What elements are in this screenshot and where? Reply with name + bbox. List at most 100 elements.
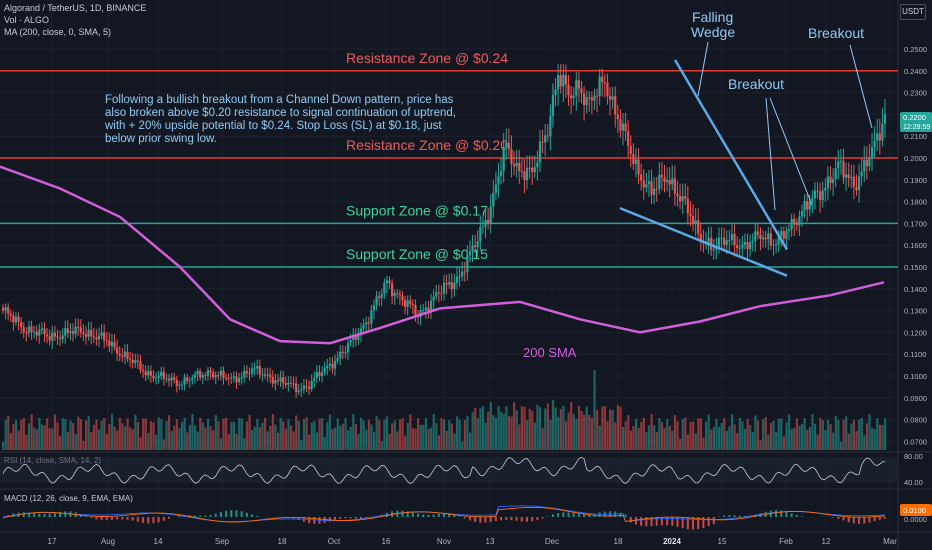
price-axis-label: 0.2500 [904, 45, 927, 54]
candle-body [219, 370, 223, 376]
volume-bar [463, 419, 466, 450]
candle-body [333, 360, 337, 369]
volume-bar [868, 414, 871, 450]
volume-bar [510, 416, 513, 450]
time-axis-label: Aug [101, 537, 115, 546]
candle-body [699, 233, 702, 241]
volume-legend[interactable]: Vol · ALGO [4, 15, 50, 25]
volume-bar [289, 425, 293, 450]
macd-histogram-bar [780, 510, 783, 517]
volume-bar [219, 438, 223, 450]
volume-bar [30, 414, 33, 450]
volume-bar [214, 414, 217, 450]
arrow-line [769, 97, 813, 206]
candle-body [502, 147, 505, 172]
candle-body [409, 300, 412, 305]
volume-bar [546, 403, 549, 450]
volume-bar [642, 417, 645, 450]
volume-bar [505, 406, 508, 450]
candle-body [292, 383, 295, 385]
macd-histogram-bar [110, 517, 113, 520]
candle-body [336, 357, 339, 361]
currency-button[interactable]: USDT [900, 4, 926, 20]
candle-body [391, 283, 394, 297]
volume-bar [240, 418, 243, 450]
volume-bar [609, 409, 612, 450]
macd-histogram-bar [417, 513, 420, 517]
macd-histogram-bar [577, 513, 580, 517]
candle-body [378, 296, 381, 298]
volume-bar [424, 418, 428, 450]
volume-bar [679, 439, 682, 450]
candle-body [761, 237, 765, 240]
candle-body [582, 93, 586, 106]
volume-bar [305, 417, 308, 450]
volume-bar [51, 428, 54, 450]
volume-bar [308, 434, 311, 450]
time-axis-label: 18 [614, 537, 623, 546]
macd-histogram-bar [162, 517, 165, 521]
volume-bar [235, 433, 238, 450]
volume-bar [178, 428, 181, 450]
volume-bar [453, 433, 456, 450]
time-axis-label: Feb [779, 537, 793, 546]
candle-body [764, 237, 767, 240]
candle-body [411, 304, 414, 306]
candle-body [499, 171, 503, 177]
candle-body [92, 336, 95, 338]
volume-bar [847, 433, 850, 450]
candle-body [855, 186, 858, 191]
macd-axis-label: 0.0000 [904, 515, 927, 524]
candle-body [484, 220, 487, 227]
candle-body [857, 176, 861, 191]
ma-legend[interactable]: MA (200, close, 0, SMA, 5) [4, 27, 112, 37]
volume-bar [362, 420, 365, 450]
candle-body [756, 231, 759, 235]
candle-body [736, 245, 739, 248]
volume-bar [692, 421, 695, 450]
volume-bar [852, 420, 856, 450]
candle-body [546, 135, 549, 137]
macd-histogram-bar [712, 517, 715, 525]
symbol-legend[interactable]: Algorand / TetherUS, 1D, BINANCE [4, 3, 147, 13]
macd-histogram-bar [142, 517, 145, 523]
candle-body [611, 96, 614, 100]
volume-bar [129, 427, 132, 450]
candle-body [282, 377, 285, 384]
volume-bar [730, 414, 734, 450]
macd-histogram-bar [650, 517, 653, 527]
candle-body [58, 337, 62, 340]
candle-body [523, 171, 526, 181]
volume-bar [616, 405, 620, 450]
macd-histogram-bar [785, 511, 788, 517]
price-axis-label: 0.1800 [904, 198, 927, 207]
volume-bar [481, 405, 485, 450]
candle-body [162, 371, 165, 379]
candle-body [528, 167, 531, 169]
candle-body [116, 347, 119, 354]
macd-histogram-bar [863, 517, 866, 524]
current-price-countdown: 12:29:59 [903, 124, 930, 131]
candle-body [227, 378, 230, 380]
volume-bar [863, 435, 866, 450]
candle-body [224, 377, 228, 379]
volume-bar [474, 407, 477, 450]
volume-bar [658, 417, 661, 450]
candle-body [147, 371, 150, 376]
volume-bar [74, 434, 77, 450]
macd-histogram-bar [733, 515, 736, 517]
macd-histogram-bar [178, 515, 181, 517]
candle-body [868, 157, 871, 167]
volume-bar [310, 422, 313, 450]
volume-bar [245, 421, 249, 450]
candle-body [585, 97, 588, 106]
macd-histogram-bar [432, 514, 435, 517]
candle-body [323, 368, 326, 373]
volume-bar [813, 423, 817, 450]
volume-bar [611, 410, 614, 450]
volume-bar [108, 424, 111, 450]
candle-body [754, 231, 757, 242]
candle-body [328, 363, 331, 366]
volume-bar [414, 428, 417, 450]
